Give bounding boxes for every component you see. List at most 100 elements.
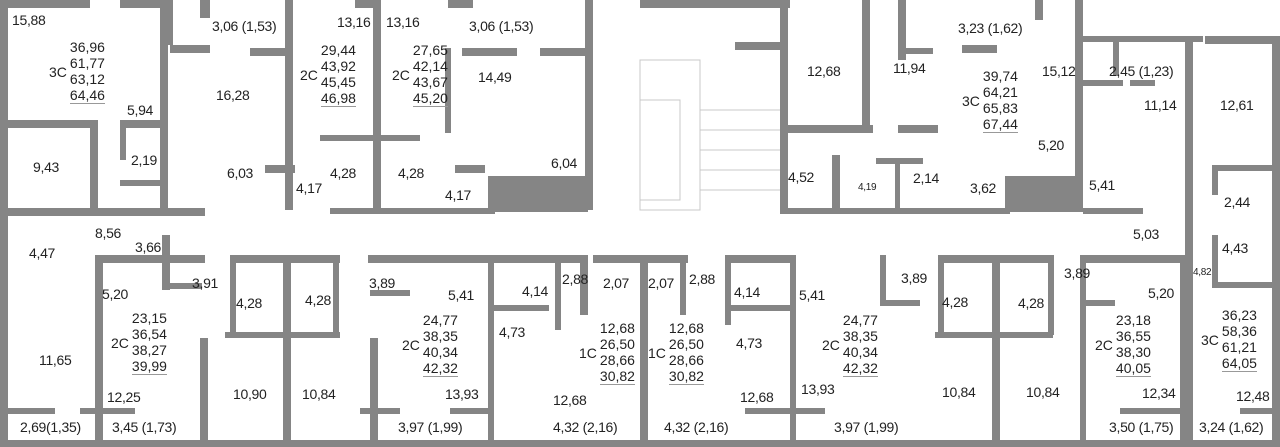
room-area: 13,16 <box>386 14 420 30</box>
balcony-area: 3,97 (1,99) <box>398 419 463 435</box>
living-area: 23,18 <box>1115 312 1151 328</box>
apartment-label[interactable]: 3С 39,74 64,21 65,83 67,44 <box>962 68 1018 133</box>
room-area: 4,19 <box>858 182 877 193</box>
apartment-label[interactable]: 1С 12,68 26,50 28,66 30,82 <box>648 320 704 385</box>
balcony-area: 3,06 (1,53) <box>469 18 534 34</box>
room-area: 3,91 <box>192 275 219 291</box>
apartment-label[interactable]: 2С 23,15 36,54 38,27 39,99 <box>111 310 167 375</box>
total-area: 38,30 <box>1115 344 1151 360</box>
room-area: 15,12 <box>1042 63 1076 79</box>
apartment-type: 3С <box>1201 331 1219 348</box>
living-area: 24,77 <box>842 312 878 328</box>
room-area: 5,20 <box>1038 137 1065 153</box>
room-area: 12,25 <box>107 389 141 405</box>
apartment-label[interactable]: 2С 24,77 38,35 40,34 42,32 <box>822 312 878 377</box>
room-area: 4,28 <box>1018 295 1045 311</box>
apartment-label[interactable]: 2С 23,18 36,55 38,30 40,05 <box>1095 312 1151 377</box>
balcony-area: 2,45 (1,23) <box>1109 63 1174 79</box>
total-area: 42,32 <box>422 360 458 377</box>
apartment-type: 1С <box>579 344 597 361</box>
total-area: 38,35 <box>842 328 878 344</box>
apartment-label[interactable]: 3С 36,96 61,77 63,12 64,46 <box>49 39 105 104</box>
room-area: 5,41 <box>448 287 475 303</box>
balcony-area: 3,23 (1,62) <box>958 20 1023 36</box>
total-area: 26,50 <box>668 336 704 352</box>
total-area: 64,05 <box>1221 355 1257 372</box>
room-area: 12,68 <box>807 63 841 79</box>
apartment-label[interactable]: 1С 12,68 26,50 28,66 30,82 <box>579 320 635 385</box>
living-area: 24,77 <box>422 312 458 328</box>
room-area: 2,44 <box>1224 194 1251 210</box>
room-area: 10,84 <box>302 386 336 402</box>
total-area: 36,54 <box>131 326 167 342</box>
total-area: 30,82 <box>599 368 635 385</box>
room-area: 16,28 <box>216 87 250 103</box>
room-area: 13,93 <box>801 381 835 397</box>
balcony-area: 3,97 (1,99) <box>834 419 899 435</box>
apartment-type: 2С <box>392 66 410 83</box>
apartment-type: 3С <box>49 63 67 80</box>
total-area: 58,36 <box>1221 323 1257 339</box>
balcony-area: 3,06 (1,53) <box>212 18 277 34</box>
apartment-type: 2С <box>822 336 840 353</box>
room-area: 11,14 <box>1144 97 1177 113</box>
apartment-label[interactable]: 2С 24,77 38,35 40,34 42,32 <box>402 312 458 377</box>
living-area: 39,74 <box>982 68 1018 84</box>
room-area: 5,20 <box>1148 285 1175 301</box>
apartment-label[interactable]: 2С 29,44 43,92 45,45 46,98 <box>300 42 356 107</box>
living-area: 29,44 <box>320 42 356 58</box>
room-area: 4,28 <box>398 165 425 181</box>
room-area: 4,17 <box>296 180 323 196</box>
room-area: 2,19 <box>131 152 158 168</box>
room-area: 12,68 <box>553 392 587 408</box>
balcony-area: 4,32 (2,16) <box>553 419 618 435</box>
living-area: 23,15 <box>131 310 167 326</box>
balcony-area: 2,69(1,35) <box>20 419 81 435</box>
total-area: 42,32 <box>842 360 878 377</box>
apartment-label[interactable]: 3С 36,23 58,36 61,21 64,05 <box>1201 307 1257 372</box>
apartment-label[interactable]: 2С 27,65 42,14 43,67 45,20 <box>392 42 448 107</box>
room-area: 4,82 <box>1193 267 1212 278</box>
balcony-area: 3,24 (1,62) <box>1199 419 1264 435</box>
living-area: 27,65 <box>412 42 448 58</box>
room-area: 6,04 <box>551 155 578 171</box>
room-area: 4,52 <box>788 169 815 185</box>
total-area: 40,05 <box>1115 360 1151 377</box>
total-area: 28,66 <box>599 352 635 368</box>
living-area: 12,68 <box>599 320 635 336</box>
apartment-type: 2С <box>1095 336 1113 353</box>
living-area: 36,96 <box>69 39 105 55</box>
balcony-area: 3,50 (1,75) <box>1109 419 1174 435</box>
balcony-area: 3,45 (1,73) <box>112 419 177 435</box>
total-area: 43,92 <box>320 58 356 74</box>
room-area: 4,28 <box>236 295 263 311</box>
room-area: 4,14 <box>522 283 549 299</box>
apartment-type: 1С <box>648 344 666 361</box>
room-area: 4,28 <box>942 294 969 310</box>
room-area: 2,88 <box>689 271 716 287</box>
total-area: 64,21 <box>982 84 1018 100</box>
total-area: 43,67 <box>412 74 448 90</box>
total-area: 40,34 <box>422 344 458 360</box>
room-area: 5,41 <box>1089 177 1116 193</box>
room-area: 10,90 <box>233 386 267 402</box>
total-area: 65,83 <box>982 100 1018 116</box>
room-area: 4,43 <box>1222 240 1249 256</box>
room-area: 3,89 <box>1064 265 1091 281</box>
balcony-area: 4,32 (2,16) <box>664 419 729 435</box>
total-area: 30,82 <box>668 368 704 385</box>
total-area: 61,21 <box>1221 339 1257 355</box>
room-area: 12,34 <box>1142 385 1176 401</box>
total-area: 26,50 <box>599 336 635 352</box>
apartment-type: 3С <box>962 92 980 109</box>
apartment-type: 2С <box>402 336 420 353</box>
room-area: 5,94 <box>127 102 154 118</box>
apartment-type: 2С <box>300 66 318 83</box>
room-area: 8,56 <box>95 225 122 241</box>
room-area: 10,84 <box>1026 384 1060 400</box>
room-area: 2,07 <box>603 275 630 291</box>
total-area: 64,46 <box>69 87 105 104</box>
room-area: 4,28 <box>305 292 332 308</box>
